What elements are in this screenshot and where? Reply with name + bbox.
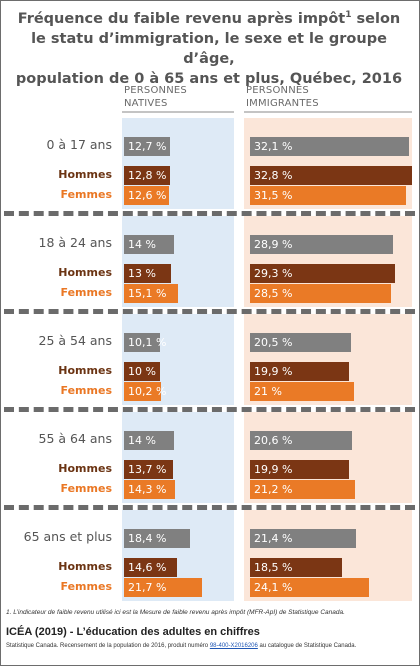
data-label: 14,3 % [128,483,167,496]
data-label: 18,5 % [254,561,293,574]
bar-natives-hommes: 10 % [124,362,160,381]
bar-natives-femmes: 15,1 % [124,284,179,303]
row-label-hommes: Hommes [58,560,112,573]
bar-immigrants-hommes: 18,5 % [250,558,342,577]
source-text-end: au catalogue de Statistique Canada. [257,643,357,649]
source-catalogue-link[interactable]: 98-400-X2016206 [209,643,258,649]
title-footnote-marker: 1 [345,10,352,20]
data-label: 13 % [128,267,156,280]
chart-title: Fréquence du faible revenu après impôt1 … [4,5,414,89]
bar-immigrants-femmes: 21 % [250,382,354,401]
row-label-hommes: Hommes [58,364,112,377]
column-header-immigrants-line2: IMMIGRANTES [246,98,319,109]
bar-natives-femmes: 12,6 % [124,186,170,205]
bar-immigrants-femmes: 21,2 % [250,480,355,499]
row-label-femmes: Femmes [60,286,112,299]
row-label-hommes: Hommes [58,462,112,475]
publisher-credit: ICÉA (2019) - L’éducation des adultes en… [6,626,260,638]
age-group-label: 25 à 54 ans [38,333,113,348]
data-label: 20,5 % [254,336,293,349]
data-label: 21,2 % [254,483,293,496]
bar-immigrants-hommes: 32,8 % [250,166,413,185]
data-label: 18,4 % [128,532,167,545]
bar-immigrants-femmes: 28,5 % [250,284,392,303]
data-label: 15,1 % [128,287,167,300]
data-label: 20,6 % [254,434,293,447]
bar-immigrants-hommes: 19,9 % [250,460,349,479]
footnote: 1. L’indicateur de faible revenu utilisé… [6,609,345,616]
bar-natives-hommes: 13,7 % [124,460,174,479]
data-label: 28,5 % [254,287,293,300]
data-label: 14,6 % [128,561,167,574]
data-label: 21 % [254,385,282,398]
bar-immigrants-hommes: 19,9 % [250,362,349,381]
title-line1-end: selon [351,10,401,27]
bar-natives-femmes: 14,3 % [124,480,176,499]
data-label: 29,3 % [254,267,293,280]
data-label: 21,7 % [128,581,167,594]
column-header-natives: PERSONNES NATIVES [124,84,187,110]
data-label: 32,1 % [254,140,293,153]
bar-immigrants-total: 28,9 % [250,235,394,254]
title-line1: Fréquence du faible revenu après impôt [17,10,346,27]
age-group-label: 0 à 17 ans [46,137,112,152]
group-separator [4,309,415,314]
data-label: 12,6 % [128,189,167,202]
group-separator [4,505,415,510]
data-label: 19,9 % [254,365,293,378]
bar-natives-total: 12,7 % [124,137,170,156]
row-label-femmes: Femmes [60,482,112,495]
column-header-immigrants-line1: PERSONNES [246,85,309,96]
bar-immigrants-hommes: 29,3 % [250,264,396,283]
bar-natives-total: 10,1 % [124,333,166,352]
title-line2: le statu d’immigration, le sexe et le gr… [31,30,387,67]
column-header-natives-rule [122,111,234,113]
row-label-femmes: Femmes [60,580,112,593]
data-label: 31,5 % [254,189,293,202]
data-label: 10,1 % [128,336,167,349]
data-label: 12,7 % [128,140,167,153]
bar-natives-hommes: 14,6 % [124,558,177,577]
data-label: 28,9 % [254,238,293,251]
title-line3: population de 0 à 65 ans et plus, Québec… [15,70,403,87]
row-label-femmes: Femmes [60,188,112,201]
data-label: 32,8 % [254,169,293,182]
bar-natives-total: 18,4 % [124,529,191,548]
bar-natives-femmes: 21,7 % [124,578,203,597]
data-label: 21,4 % [254,532,293,545]
bar-immigrants-total: 20,6 % [250,431,352,450]
data-label: 14 % [128,238,156,251]
age-group-label: 55 à 64 ans [38,431,113,446]
source-citation: Statistique Canada. Recensement de la po… [6,643,356,649]
bar-natives-femmes: 10,2 % [124,382,166,401]
data-label: 14 % [128,434,156,447]
bar-natives-total: 14 % [124,431,175,450]
data-label: 10 % [128,365,156,378]
column-header-immigrants-rule [244,111,412,113]
group-separator [4,407,415,412]
column-header-immigrants: PERSONNES IMMIGRANTES [246,84,319,110]
row-label-femmes: Femmes [60,384,112,397]
bar-immigrants-femmes: 24,1 % [250,578,370,597]
row-label-hommes: Hommes [58,266,112,279]
row-label-hommes: Hommes [58,168,112,181]
bar-natives-hommes: 12,8 % [124,166,171,185]
bar-natives-total: 14 % [124,235,175,254]
bar-natives-hommes: 13 % [124,264,171,283]
data-label: 24,1 % [254,581,293,594]
column-header-natives-line1: PERSONNES [124,85,187,96]
column-header-natives-line2: NATIVES [124,98,168,109]
data-label: 19,9 % [254,463,293,476]
age-group-label: 18 à 24 ans [38,235,113,250]
source-text: Statistique Canada. Recensement de la po… [6,643,210,649]
group-separator [4,211,415,216]
data-label: 13,7 % [128,463,167,476]
data-label: 10,2 % [128,385,167,398]
bar-immigrants-total: 32,1 % [250,137,409,156]
data-label: 12,8 % [128,169,167,182]
bar-immigrants-femmes: 31,5 % [250,186,406,205]
bar-immigrants-total: 21,4 % [250,529,356,548]
bar-immigrants-total: 20,5 % [250,333,352,352]
age-group-label: 65 ans et plus [23,529,112,544]
